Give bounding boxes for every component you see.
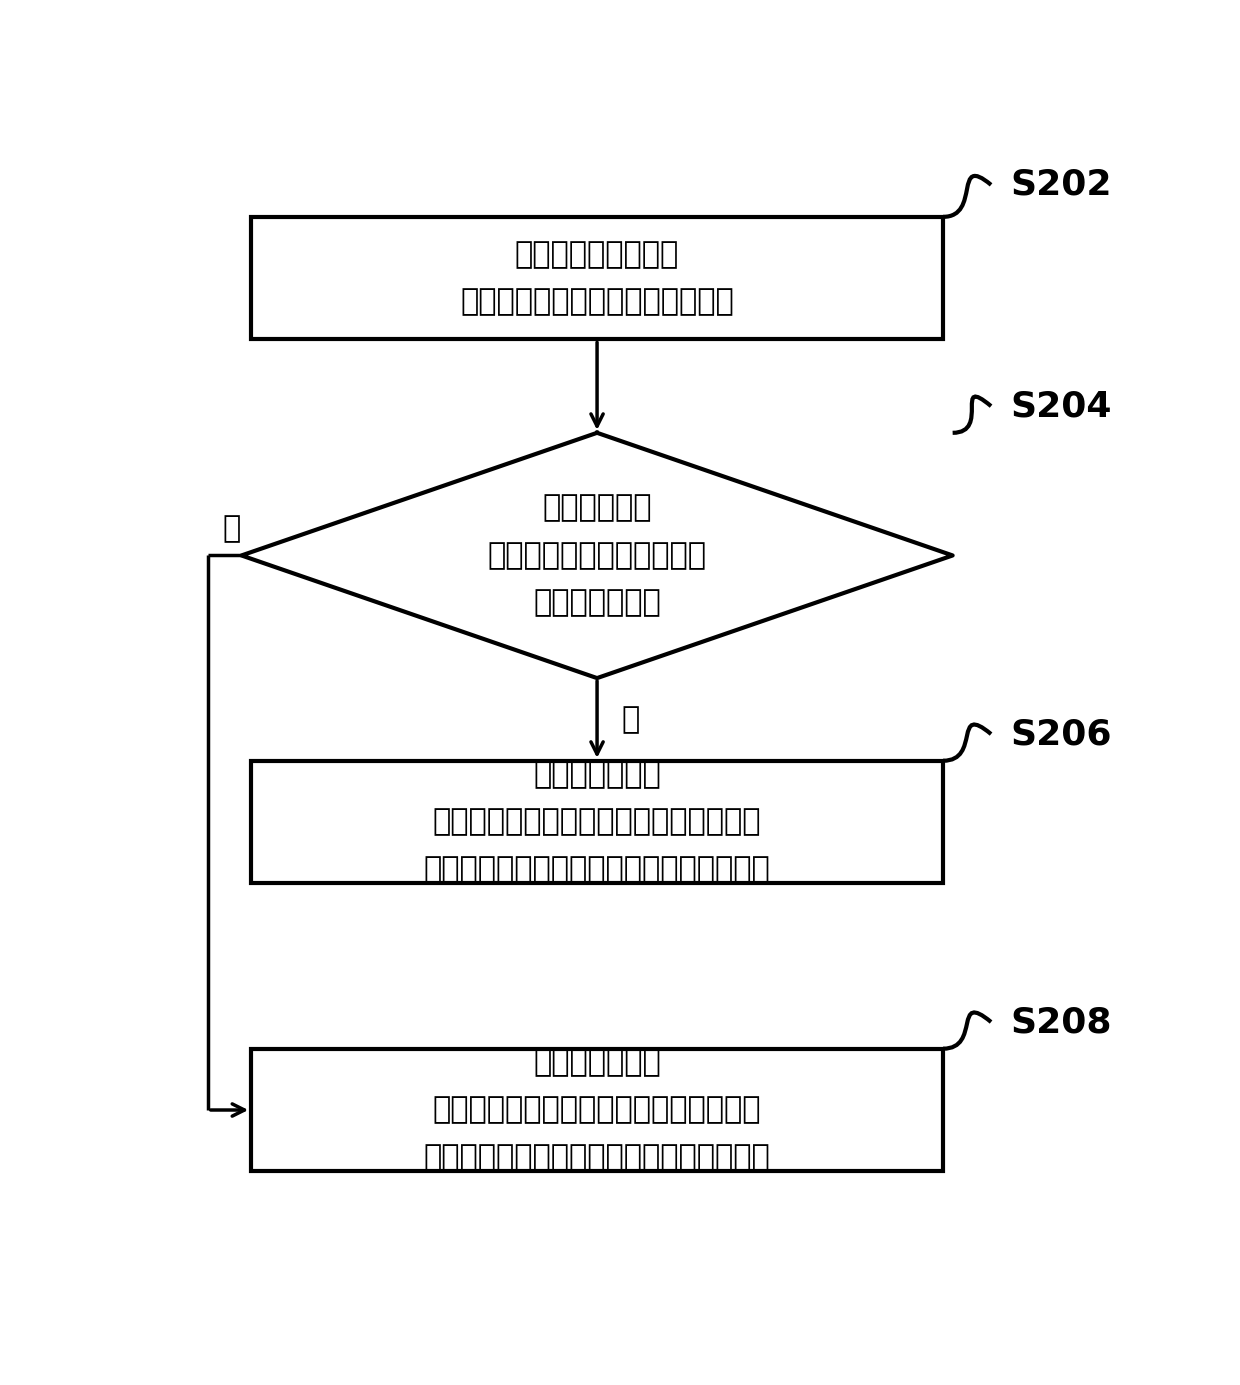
Text: S206: S206 <box>1011 717 1112 751</box>
Polygon shape <box>242 432 952 679</box>
Text: S208: S208 <box>1011 1006 1112 1039</box>
Text: 是: 是 <box>621 705 640 734</box>
Text: S204: S204 <box>1011 389 1112 424</box>
Text: 室内环境温度
相比于室外环境温度更接近
用户期望温度？: 室内环境温度 相比于室外环境温度更接近 用户期望温度？ <box>487 493 707 618</box>
Bar <box>250 760 942 884</box>
Text: 启动新风装置，
调节第一送风风机和第二送风风机的转速
使第一风机的转速大于第二送风风机的转速: 启动新风装置， 调节第一送风风机和第二送风风机的转速 使第一风机的转速大于第二送… <box>424 760 770 884</box>
Bar <box>250 1048 942 1172</box>
Bar <box>250 217 942 339</box>
Text: S202: S202 <box>1011 168 1112 202</box>
Text: 否: 否 <box>222 514 241 543</box>
Text: 室内换热器工作时，
获取室外环境温度和室内环境温度: 室内换热器工作时， 获取室外环境温度和室内环境温度 <box>460 240 734 316</box>
Text: 启动新风装置，
调节第一送风风机和第二送风风机的转速
使第一风机的转速小于第二送风风机的转速: 启动新风装置， 调节第一送风风机和第二送风风机的转速 使第一风机的转速小于第二送… <box>424 1048 770 1172</box>
